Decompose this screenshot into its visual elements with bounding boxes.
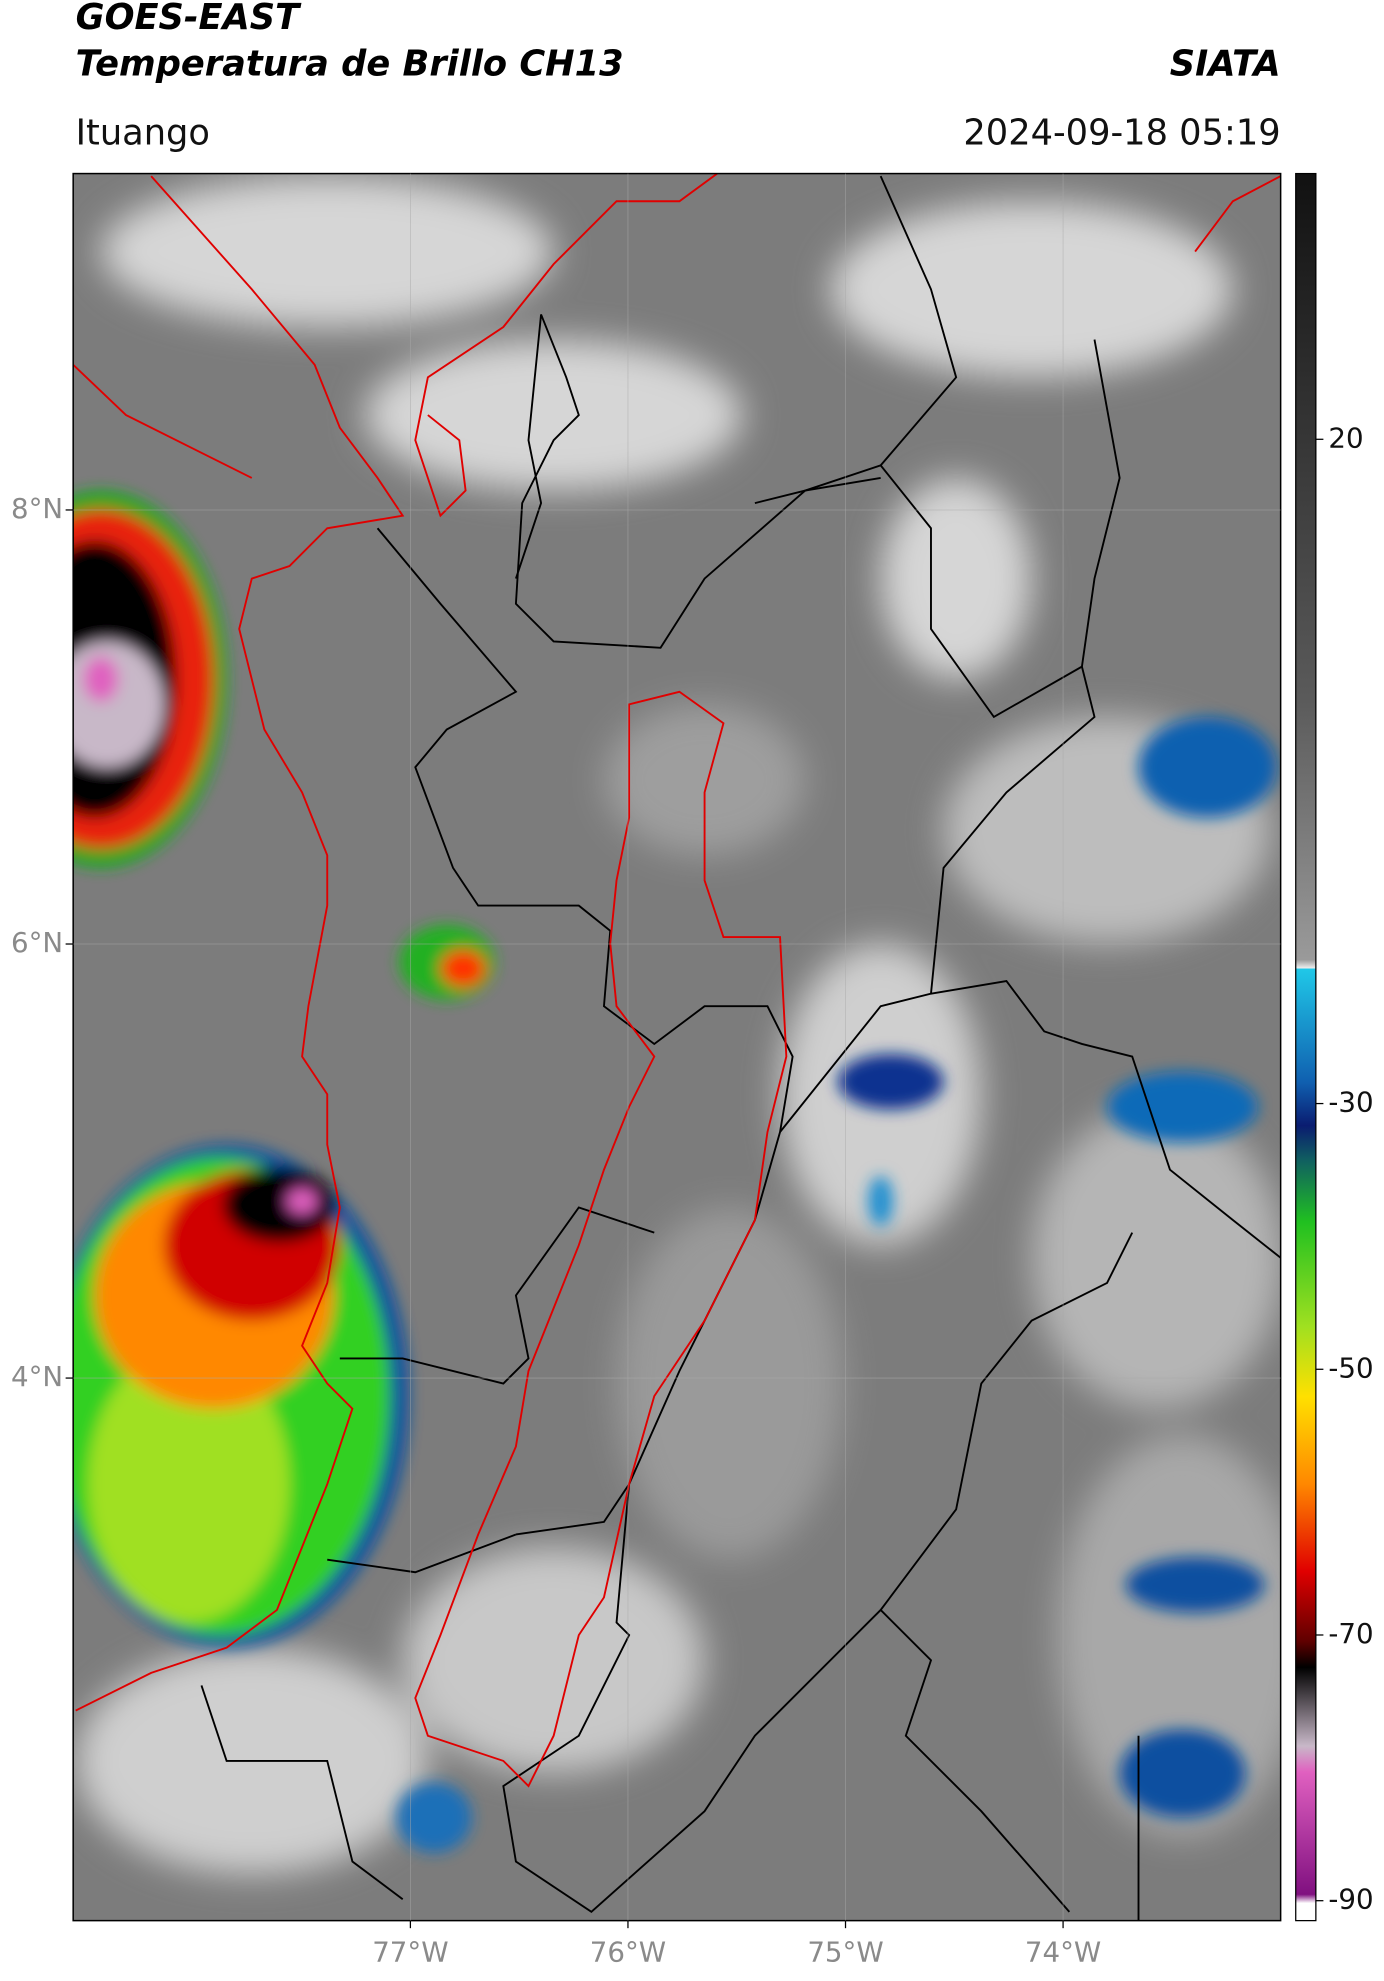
colorbar-label: -90 [1328, 1883, 1373, 1916]
colorbar-label: -70 [1328, 1617, 1373, 1650]
x-tick-label: 74°W [1025, 1935, 1101, 1968]
satellite-image [73, 173, 1281, 1921]
map-frame [72, 172, 1282, 1922]
x-tick-label: 75°W [807, 1935, 883, 1968]
colorbar-label: 20 [1328, 421, 1363, 454]
location: Ituango [76, 113, 210, 154]
datetime: 2024-09-18 05:19 [963, 113, 1280, 154]
colorbar [1295, 172, 1317, 1922]
colorbar-label: -50 [1328, 1351, 1373, 1384]
y-tick-label: 4°N [11, 1360, 63, 1393]
x-tick-label: 77°W [372, 1935, 448, 1968]
colorbar-label: -30 [1328, 1086, 1373, 1119]
y-tick-label: 6°N [11, 926, 63, 959]
subtitle: Temperatura de Brillo CH13 [76, 43, 624, 84]
x-tick-label: 76°W [590, 1935, 666, 1968]
title: GOES-EAST [76, 0, 302, 38]
y-tick-label: 8°N [11, 492, 63, 525]
agency: SIATA [1170, 43, 1281, 84]
